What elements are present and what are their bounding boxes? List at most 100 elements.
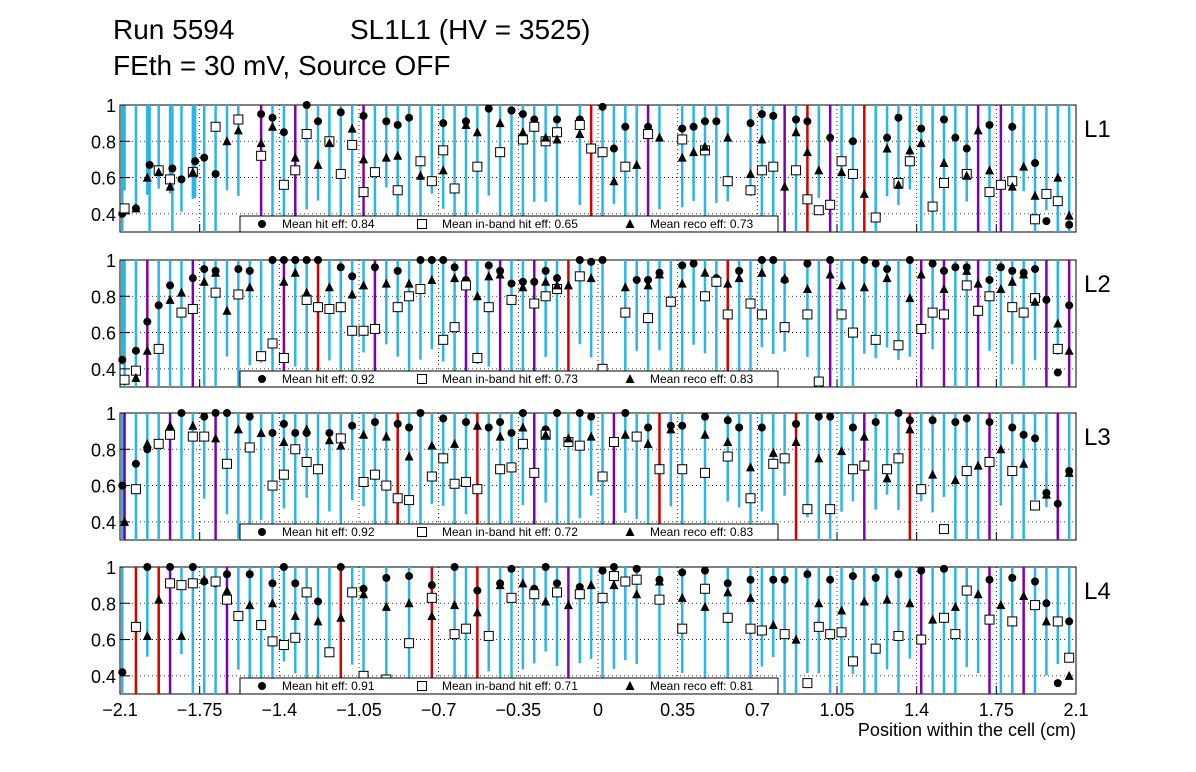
data-point-reco xyxy=(450,438,460,448)
data-point-hit xyxy=(461,418,470,427)
data-point-hit xyxy=(985,120,994,129)
data-point-hit xyxy=(131,346,140,355)
data-point-reco xyxy=(199,574,209,584)
data-point-reco xyxy=(825,269,835,279)
data-point-reco xyxy=(472,127,482,137)
data-point-hit xyxy=(723,416,732,425)
data-point-reco xyxy=(973,125,983,135)
data-point-reco xyxy=(746,462,756,472)
data-point-hit xyxy=(145,160,154,169)
data-point-hit xyxy=(1053,368,1062,377)
legend-box xyxy=(239,370,779,388)
data-point-hit xyxy=(860,256,869,264)
data-point-hit xyxy=(553,274,562,283)
data-point-reco xyxy=(1019,458,1029,468)
data-point-reco xyxy=(199,276,209,286)
data-point-hit xyxy=(143,317,152,326)
data-point-hit xyxy=(439,414,448,423)
data-point-inband xyxy=(324,647,335,658)
data-point-reco xyxy=(393,150,403,160)
data-point-inband xyxy=(916,484,927,495)
data-point-inband xyxy=(643,313,654,324)
data-point-reco xyxy=(381,278,391,288)
y-tick-label: 0.6 xyxy=(91,631,116,651)
y-tick-label: 0.8 xyxy=(91,132,116,152)
data-point-reco xyxy=(256,138,266,148)
data-point-inband xyxy=(825,504,836,515)
data-point-reco xyxy=(427,274,437,284)
data-point-inband xyxy=(620,576,631,587)
data-point-hit xyxy=(530,277,539,286)
data-point-inband xyxy=(745,298,756,309)
legend-marker-circle xyxy=(258,682,266,690)
data-point-hit xyxy=(780,575,789,584)
data-point-reco xyxy=(905,145,915,155)
data-point-hit xyxy=(427,581,436,590)
data-point-inband xyxy=(631,431,642,442)
data-point-hit xyxy=(348,421,357,430)
data-point-reco xyxy=(893,179,903,189)
data-point-inband xyxy=(495,464,506,475)
data-point-hit xyxy=(518,409,527,417)
data-point-reco xyxy=(689,147,699,157)
data-point-inband xyxy=(153,438,164,449)
data-point-inband xyxy=(517,438,528,449)
data-point-inband xyxy=(472,484,483,495)
data-point-inband xyxy=(324,303,335,314)
data-point-hit xyxy=(1031,265,1040,274)
data-point-inband xyxy=(278,352,289,363)
data-point-inband xyxy=(859,460,870,471)
data-point-hit xyxy=(166,281,175,290)
data-point-inband xyxy=(358,476,369,487)
data-point-hit xyxy=(712,117,721,126)
data-point-hit xyxy=(700,566,709,575)
data-point-reco xyxy=(1064,210,1074,220)
data-point-inband xyxy=(608,437,619,448)
data-point-hit xyxy=(735,266,744,275)
data-point-hit xyxy=(826,256,835,264)
data-point-reco xyxy=(950,601,960,611)
data-point-reco xyxy=(916,138,926,148)
data-point-inband xyxy=(984,456,995,467)
run-title: Run 5594 xyxy=(113,14,235,45)
data-point-inband xyxy=(984,187,995,198)
data-point-hit xyxy=(191,157,200,166)
y-tick-label: 0.8 xyxy=(91,287,116,307)
data-point-hit xyxy=(359,111,368,120)
data-point-inband xyxy=(449,322,460,333)
data-point-inband xyxy=(756,309,767,320)
data-point-inband xyxy=(597,592,608,603)
data-point-inband xyxy=(404,291,415,302)
data-point-reco xyxy=(882,273,892,283)
data-point-hit xyxy=(541,563,550,571)
data-point-inband xyxy=(722,612,733,623)
data-point-inband xyxy=(438,145,449,156)
data-point-reco xyxy=(1019,591,1029,601)
data-point-hit xyxy=(1065,301,1074,310)
data-point-inband xyxy=(472,161,483,172)
data-point-hit xyxy=(985,418,994,427)
data-point-reco xyxy=(472,291,482,301)
data-point-reco xyxy=(1030,190,1040,200)
data-point-hit xyxy=(792,419,801,428)
data-point-hit xyxy=(518,277,527,286)
x-tick-label: 2.1 xyxy=(1063,700,1088,720)
data-point-reco xyxy=(359,589,369,599)
data-point-inband xyxy=(301,456,312,467)
data-point-hit xyxy=(632,564,641,573)
legend-box xyxy=(239,215,779,233)
data-point-inband xyxy=(529,121,540,132)
data-point-inband xyxy=(449,183,460,194)
data-point-hit xyxy=(473,586,482,595)
y-tick-label: 0.6 xyxy=(91,477,116,497)
data-point-inband xyxy=(847,656,858,667)
data-point-inband xyxy=(210,287,221,298)
data-point-reco xyxy=(814,453,824,463)
legend-label: Mean reco eff: 0.83 xyxy=(650,372,754,386)
data-point-reco xyxy=(381,152,391,162)
data-point-hit xyxy=(553,115,562,124)
data-point-reco xyxy=(1041,616,1051,626)
data-point-hit xyxy=(1008,266,1017,275)
panel-frame xyxy=(119,566,1077,695)
data-point-inband xyxy=(1007,466,1018,477)
